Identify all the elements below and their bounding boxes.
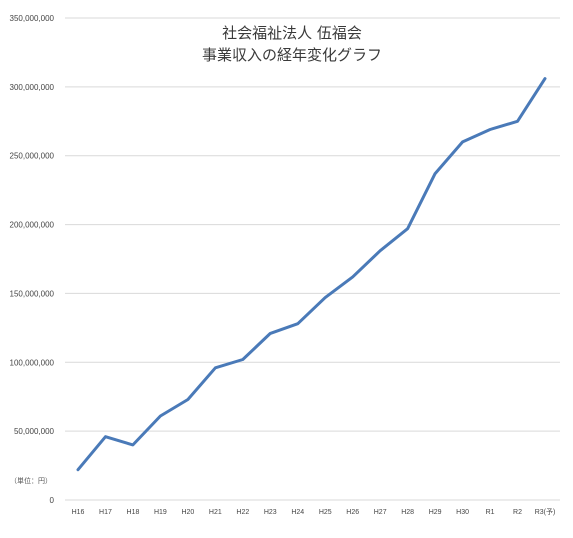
- x-tick-label: H29: [429, 509, 442, 516]
- x-tick-label: R3(予): [535, 508, 556, 516]
- data-point: [407, 228, 409, 230]
- data-point: [132, 444, 134, 446]
- x-tick-label: H23: [264, 509, 277, 516]
- series-line: [76, 77, 547, 472]
- y-tick-label: 150,000,000: [10, 289, 55, 298]
- y-tick-label: 300,000,000: [10, 83, 55, 92]
- y-tick-label: 250,000,000: [10, 152, 55, 161]
- x-tick-label: R1: [486, 509, 495, 516]
- data-point: [379, 250, 381, 252]
- chart-title-line1: 社会福祉法人 伍福会: [222, 24, 362, 42]
- x-tick-label: H19: [154, 509, 167, 516]
- data-point: [517, 120, 519, 122]
- chart-title-line2: 事業収入の経年変化グラフ: [202, 46, 382, 64]
- data-point: [159, 415, 161, 417]
- x-tick-label: H22: [236, 509, 249, 516]
- x-tick-label: H20: [181, 509, 194, 516]
- x-axis-ticks: H16 H17 H18 H19 H20 H21 H22 H23 H24 H25 H26 H27 H28 H…: [72, 508, 556, 516]
- data-point: [434, 173, 436, 175]
- x-tick-label: R2: [513, 509, 522, 516]
- series-layer: [76, 77, 547, 472]
- y-tick-label: 100,000,000: [10, 358, 55, 367]
- data-point: [242, 359, 244, 361]
- data-point: [544, 78, 546, 80]
- data-point: [489, 129, 491, 131]
- y-tick-label: 350,000,000: [10, 14, 55, 23]
- y-tick-label: 50,000,000: [14, 427, 55, 436]
- x-tick-label: H16: [72, 509, 85, 516]
- y-axis-ticks: 0 50,000,000 100,000,000 150,000,000 200,000…: [10, 14, 55, 505]
- x-tick-label: H17: [99, 509, 112, 516]
- data-point: [462, 141, 464, 143]
- y-tick-label: 0: [50, 496, 55, 505]
- data-point: [352, 276, 354, 278]
- data-point: [269, 332, 271, 334]
- data-point: [297, 323, 299, 325]
- x-tick-label: H27: [374, 509, 387, 516]
- y-tick-label: 200,000,000: [10, 221, 55, 230]
- x-tick-label: H18: [127, 509, 140, 516]
- data-point: [324, 297, 326, 299]
- x-tick-label: H28: [401, 509, 414, 516]
- data-point: [214, 367, 216, 369]
- gridlines: [65, 17, 560, 501]
- x-tick-label: H24: [291, 509, 304, 516]
- data-point: [77, 469, 79, 471]
- x-tick-label: H25: [319, 509, 332, 516]
- data-point: [104, 436, 106, 438]
- x-tick-label: H30: [456, 509, 469, 516]
- x-tick-label: H21: [209, 509, 222, 516]
- unit-label: （単位：円）: [10, 476, 52, 485]
- data-point: [187, 398, 189, 400]
- x-tick-label: H26: [346, 509, 359, 516]
